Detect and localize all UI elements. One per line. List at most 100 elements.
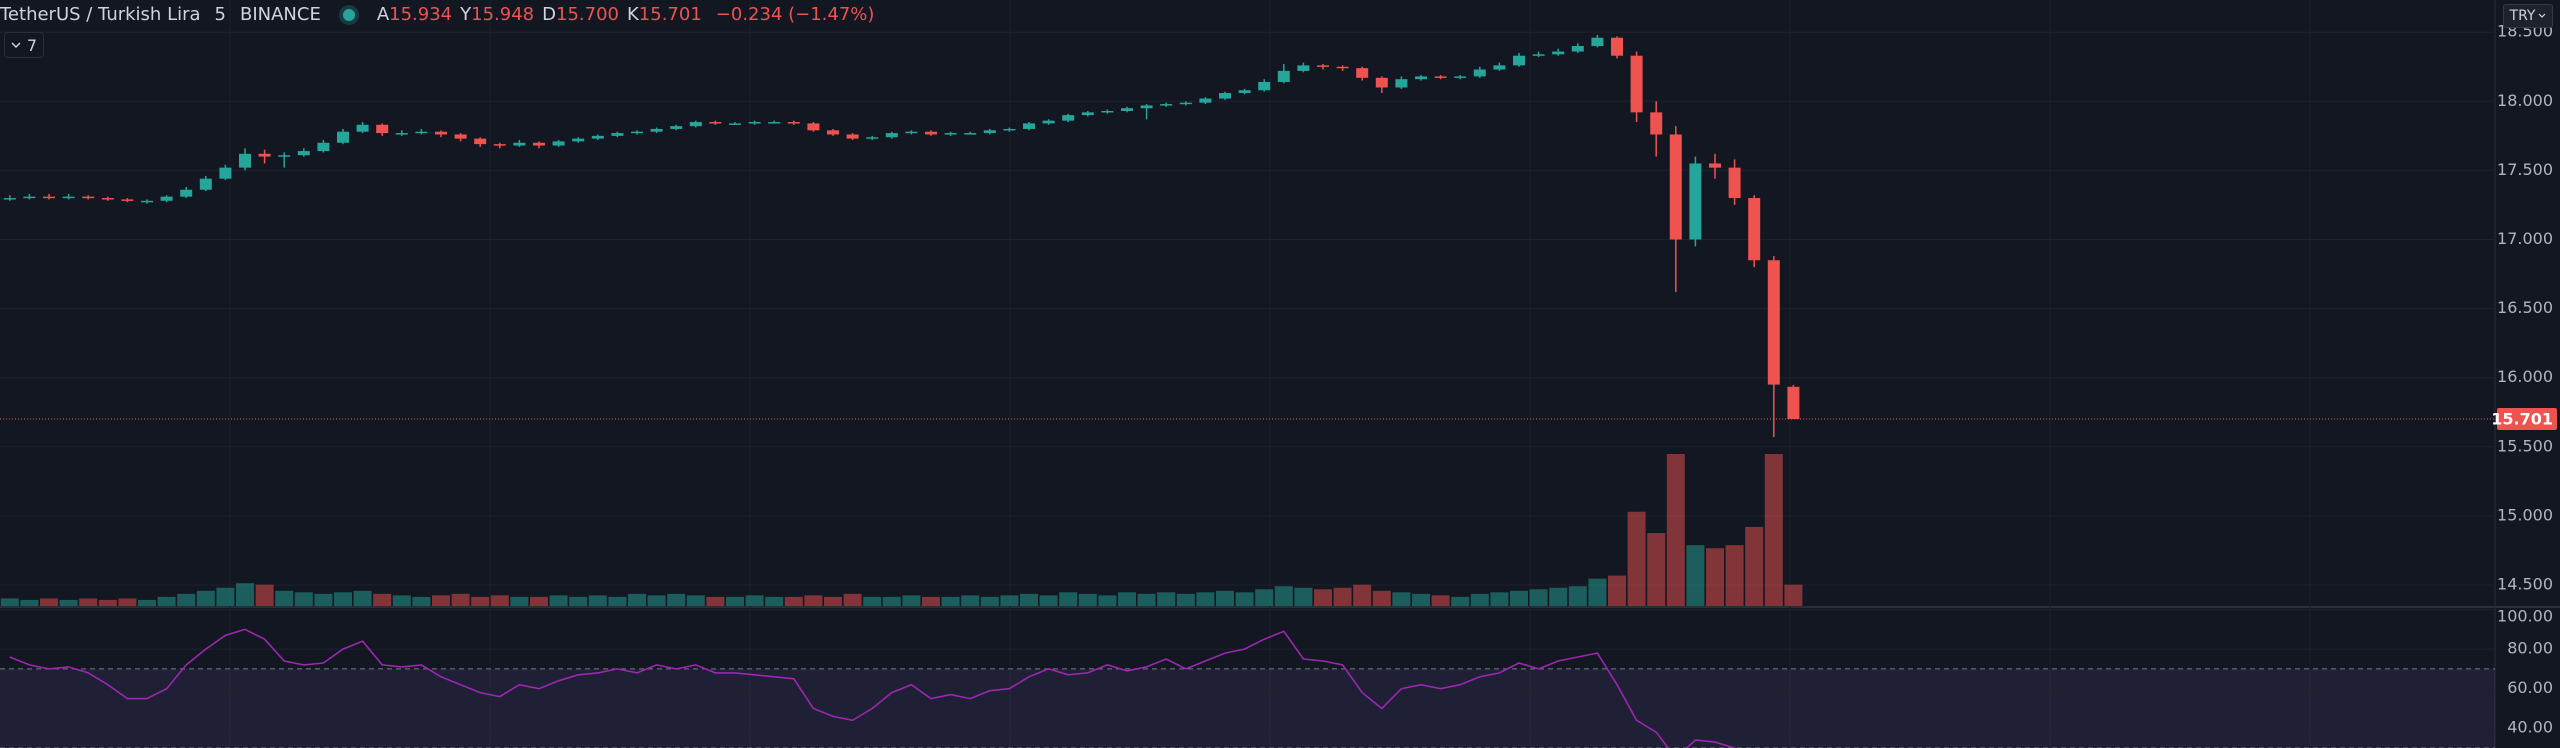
volume-bar: [1529, 589, 1548, 606]
candle-body: [356, 124, 369, 132]
candle-body: [670, 126, 683, 129]
ohlc-value: 15.701: [638, 4, 702, 25]
volume-bar: [275, 590, 294, 606]
candle-body: [925, 131, 937, 135]
volume-bar: [157, 596, 176, 606]
candle-body: [1650, 112, 1663, 135]
volume-bar: [922, 596, 940, 606]
candle-body: [1121, 108, 1133, 111]
candle-body: [729, 123, 741, 125]
y-tick-label: 16.000: [2497, 367, 2553, 386]
last-price-tag: [2497, 408, 2557, 431]
candle-body: [1552, 51, 1565, 55]
volume-bar: [824, 596, 842, 606]
currency: TRY: [2509, 8, 2536, 24]
symbol[interactable]: TetherUS / Turkish Lira: [0, 4, 201, 25]
indicator-toggle[interactable]: 7: [4, 32, 44, 58]
candle-body: [689, 122, 702, 127]
volume-bar: [1431, 595, 1450, 606]
candle-body: [1532, 54, 1545, 56]
candle-body: [1042, 120, 1055, 124]
candle-body: [572, 138, 585, 142]
candle-body: [1728, 167, 1741, 199]
volume-bar: [236, 583, 254, 606]
candle-body: [787, 122, 800, 124]
volume-bar: [118, 598, 137, 606]
volume-bar: [1118, 592, 1136, 606]
indicator-count: 7: [26, 35, 38, 55]
volume-bar: [1784, 584, 1803, 606]
candle-body: [82, 196, 95, 199]
candle-body: [1493, 65, 1506, 70]
candle-body: [454, 134, 467, 139]
volume-bar: [1745, 526, 1764, 606]
volume-bar: [294, 592, 313, 606]
candle-body: [1473, 69, 1486, 77]
volume-bar: [1000, 595, 1019, 606]
candle-body: [101, 198, 114, 200]
volume-bar: [40, 598, 58, 606]
market-status[interactable]: [342, 8, 355, 21]
candle-body: [219, 167, 232, 179]
candle-body: [493, 144, 506, 146]
candle-body: [1140, 105, 1153, 109]
y-tick-label: 60.00: [2507, 678, 2553, 697]
candle-body: [62, 196, 75, 199]
volume-bar: [1078, 593, 1097, 606]
volume-bar: [490, 595, 509, 606]
volume-bar: [569, 596, 588, 606]
candle-body: [1748, 198, 1761, 261]
interval[interactable]: 5: [214, 4, 226, 25]
volume-bar: [1568, 586, 1587, 606]
candle-body: [1689, 163, 1702, 240]
y-tick-label: 100.00: [2497, 607, 2553, 626]
volume-bar: [1549, 587, 1568, 606]
volume-bar: [588, 595, 607, 606]
volume-bar: [647, 595, 666, 606]
volume-bar: [20, 599, 39, 606]
volume-bar: [1686, 545, 1705, 606]
volume-bar: [0, 598, 19, 606]
legend-header: TetherUS / Turkish Lira 5 BINANCE A15.93…: [0, 4, 874, 25]
y-tick-label: 17.000: [2497, 229, 2553, 248]
volume-bar: [451, 593, 470, 606]
volume-bar: [392, 595, 411, 606]
candle-body: [160, 196, 173, 201]
volume-bar: [1666, 454, 1685, 606]
ohlc-value: 15.948: [471, 4, 535, 25]
candle-body: [1513, 55, 1525, 66]
volume-bar: [1274, 586, 1293, 606]
ohlc-item: A15.934: [377, 4, 452, 25]
volume-bar: [1333, 587, 1352, 606]
candle-body: [1179, 102, 1192, 105]
currency-button[interactable]: TRY: [2503, 4, 2553, 28]
volume-bar: [432, 595, 450, 606]
candle-body: [1454, 76, 1467, 78]
change: −0.234 (−1.47%): [715, 4, 875, 25]
volume-bar: [1353, 584, 1372, 606]
volume-bar: [510, 596, 529, 606]
candle-body: [1238, 90, 1251, 94]
candle-body: [866, 137, 879, 139]
candle-body: [1415, 76, 1427, 80]
volume-bar: [726, 596, 744, 606]
candle-body: [827, 130, 839, 135]
volume-bar: [863, 596, 882, 606]
volume-bar: [334, 592, 352, 606]
chevron-icon: [2539, 13, 2546, 18]
y-tick-label: 80.00: [2507, 639, 2553, 658]
y-tick-label: 15.500: [2497, 436, 2553, 455]
volume-bar: [98, 599, 117, 606]
candle-body: [435, 131, 447, 135]
candle-body: [141, 200, 153, 203]
volume-bar: [667, 593, 686, 606]
rsi-pane: [0, 609, 2495, 748]
candle-body: [1317, 65, 1329, 67]
candle-body: [278, 155, 291, 157]
candle-body: [885, 133, 898, 138]
volume-bar: [1608, 575, 1626, 606]
volume-bar: [255, 584, 274, 606]
candle-body: [1160, 104, 1173, 106]
volume-bar: [1020, 593, 1038, 606]
volume-bar: [765, 596, 784, 606]
